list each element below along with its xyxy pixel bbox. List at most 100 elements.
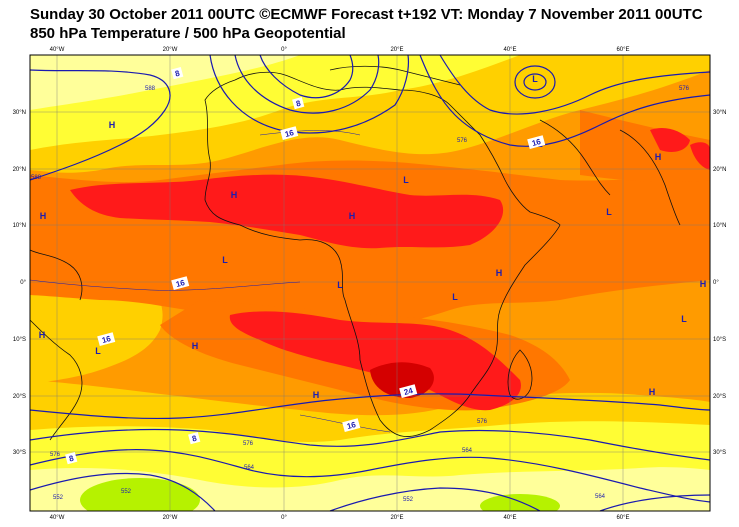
- lat-tick-left: 10°S: [13, 337, 26, 343]
- high-pressure-center: H: [109, 120, 116, 130]
- high-pressure-center: H: [496, 268, 503, 278]
- lat-tick-left: 30°S: [13, 450, 26, 456]
- contour-trough-1: [259, 54, 354, 99]
- lon-tick-bottom: 40°E: [503, 515, 516, 521]
- low-pressure-center: L: [532, 74, 538, 84]
- temperature-label: 8: [295, 99, 302, 109]
- contour-588-south: [29, 393, 711, 420]
- geopotential-label: 576: [243, 441, 254, 447]
- temperature-label: 16: [346, 420, 357, 431]
- graticule: [30, 55, 710, 511]
- low-pressure-center: L: [95, 346, 101, 356]
- contour-low-center: [514, 65, 556, 99]
- lon-tick-top: 40°E: [503, 47, 516, 53]
- temperature-label: 16: [531, 137, 542, 148]
- temperature-band-dark-orange-east: [580, 110, 710, 183]
- temperature-label-box: [171, 276, 190, 291]
- hot-area-sahel: [70, 174, 504, 249]
- geopotential-label: 588: [145, 86, 156, 92]
- coastlines: [29, 65, 681, 441]
- mediterranean-coastline: [329, 65, 461, 86]
- geopotential-label: 576: [457, 138, 468, 144]
- high-pressure-center: H: [349, 211, 356, 221]
- high-pressure-center: H: [700, 279, 707, 289]
- lat-tick-right: 30°N: [713, 110, 726, 116]
- high-pressure-center: H: [231, 190, 238, 200]
- lon-tick-bottom: 40°W: [50, 515, 65, 521]
- lon-tick-top: 0°: [281, 47, 287, 53]
- temperature-band-green: [80, 478, 200, 511]
- contour-low-inner: [523, 73, 547, 91]
- geopotential-label: 564: [595, 494, 606, 500]
- temperature-band-green: [480, 494, 560, 511]
- geopotential-contours: [29, 54, 711, 512]
- hot-area-kalahari: [370, 362, 434, 398]
- temperature-label-box: [399, 384, 418, 399]
- isotherm-16-north: [259, 130, 361, 136]
- lat-tick-right: 10°N: [713, 223, 726, 229]
- axis-ticks: 40°W 20°W 0° 20°E 40°E 60°E 40°W 20°W 0° 20°E 40°E…: [13, 47, 727, 521]
- low-pressure-center: L: [337, 280, 343, 290]
- contour-trough-3: [209, 54, 410, 134]
- contour-576-south: [29, 428, 711, 461]
- africa-coastline: [204, 71, 561, 437]
- high-pressure-center: H: [655, 152, 662, 162]
- south-america-north-coastline: [29, 249, 83, 301]
- india-coastline: [619, 129, 681, 226]
- contour-588: [29, 69, 171, 181]
- lat-tick-left: 20°N: [13, 167, 26, 173]
- geopotential-label: 576: [679, 86, 690, 92]
- low-pressure-center: L: [681, 314, 687, 324]
- temperature-label: 16: [175, 278, 186, 289]
- temperature-label-box: [280, 126, 299, 141]
- lon-tick-bottom: 20°W: [163, 515, 178, 521]
- lon-tick-top: 60°E: [616, 47, 629, 53]
- map-title-line-1: Sunday 30 October 2011 00UTC ©ECMWF Fore…: [30, 6, 703, 23]
- map-frame: [29, 54, 711, 512]
- geopotential-label: 588: [31, 175, 42, 181]
- contour-576-north: [419, 54, 711, 147]
- lon-tick-bottom: 20°E: [390, 515, 403, 521]
- temperature-label-box: [171, 66, 184, 80]
- contour-trough-2: [234, 54, 380, 114]
- temperature-label-box: [527, 135, 546, 150]
- lon-tick-bottom: 0°: [281, 515, 287, 521]
- geopotential-labels: 588 588 576 576 576 576 576 564 564 564 552 552 552: [31, 86, 690, 503]
- contour-552-south-central: [329, 487, 541, 512]
- isotherm-16-equatorial: [29, 279, 301, 291]
- contour-564-south: [29, 449, 711, 503]
- south-america-coastline: [29, 319, 83, 441]
- temperature-label-box: [65, 451, 78, 465]
- geopotential-label: 576: [477, 419, 488, 425]
- lat-tick-left: 10°N: [13, 223, 26, 229]
- hot-area-southern-africa: [229, 311, 521, 411]
- temperature-label: 24: [403, 386, 414, 397]
- hot-area-india: [650, 128, 690, 152]
- temperature-label: 8: [174, 69, 181, 79]
- low-pressure-center: L: [606, 207, 612, 217]
- madagascar-coastline: [507, 349, 533, 400]
- lon-tick-top: 40°W: [50, 47, 65, 53]
- high-pressure-center: H: [192, 341, 199, 351]
- high-pressure-center: H: [40, 211, 47, 221]
- temperature-label-box: [292, 96, 305, 110]
- geopotential-label: 552: [121, 489, 132, 495]
- temperature-field: [30, 55, 710, 511]
- lat-tick-right: 20°N: [713, 167, 726, 173]
- low-pressure-center: L: [222, 255, 228, 265]
- map-title-line-2: 850 hPa Temperature / 500 hPa Geopotenti…: [30, 25, 346, 42]
- geopotential-label: 552: [403, 497, 414, 503]
- temperature-label: 8: [191, 434, 198, 444]
- temperature-label-box: [97, 332, 116, 347]
- lat-tick-right: 10°S: [713, 337, 726, 343]
- high-pressure-center: H: [39, 330, 46, 340]
- contour-552-south-west: [29, 472, 216, 512]
- low-pressure-center: L: [452, 292, 458, 302]
- lon-tick-bottom: 60°E: [616, 515, 629, 521]
- geopotential-label: 552: [53, 495, 64, 501]
- temperature-label-box: [342, 418, 361, 433]
- temperature-label-box: [188, 431, 201, 445]
- temperature-label: 16: [101, 334, 112, 345]
- low-pressure-center: L: [403, 175, 409, 185]
- lon-tick-top: 20°E: [390, 47, 403, 53]
